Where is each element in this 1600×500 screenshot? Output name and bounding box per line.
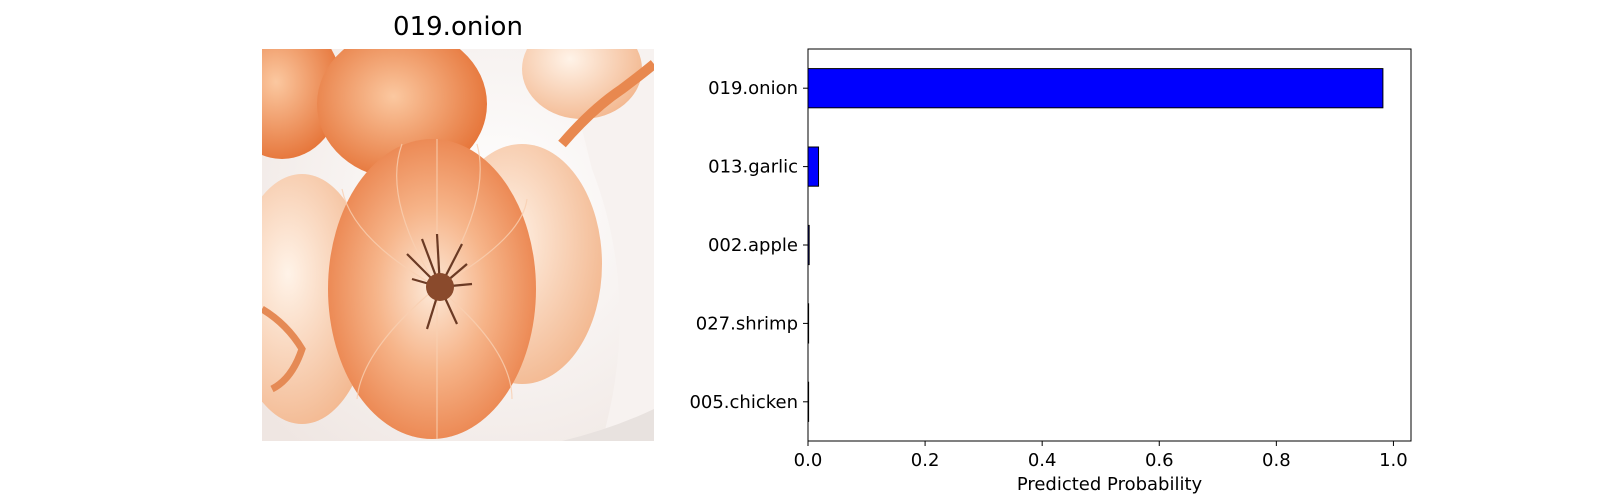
bar-013.garlic [807, 146, 820, 187]
x-axis-label: Predicted Probability [1017, 474, 1203, 495]
y-tick-label: 005.chicken [689, 392, 798, 413]
x-tick-label: 0.2 [911, 450, 940, 471]
y-tick-label: 019.onion [708, 78, 798, 99]
y-tick-label: 027.shrimp [696, 313, 798, 334]
x-tick-label: 0.8 [1262, 450, 1291, 471]
x-tick-label: 0.4 [1028, 450, 1057, 471]
image-title: 019.onion [393, 12, 523, 42]
y-tick-label: 013.garlic [708, 157, 798, 178]
onion-photo [262, 49, 654, 441]
x-tick-label: 0.0 [794, 450, 823, 471]
y-tick-label: 002.apple [708, 235, 798, 256]
x-tick-label: 0.6 [1145, 450, 1174, 471]
bar-019.onion [807, 68, 1384, 109]
x-tick-label: 1.0 [1379, 450, 1408, 471]
